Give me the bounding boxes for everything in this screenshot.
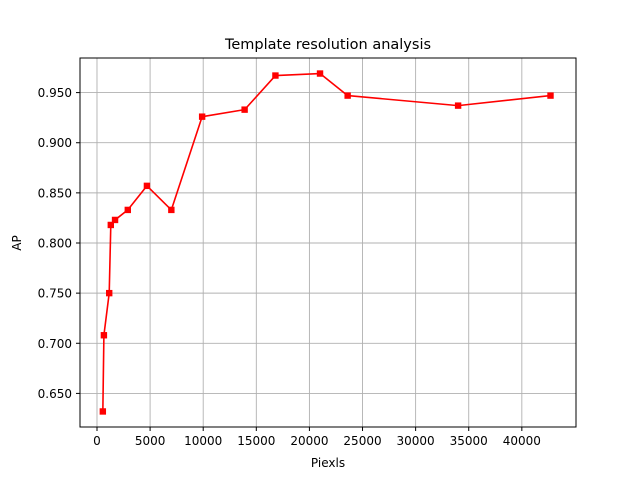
chart-title: Template resolution analysis (224, 37, 431, 53)
data-point (198, 113, 206, 120)
data-point (111, 216, 119, 224)
y-tick-label: 0.700 (38, 337, 72, 351)
data-point (344, 92, 351, 99)
axis-ticks: 0 5000 10000 15000 20000 25000 30000 35000 40000… (38, 86, 541, 448)
data-point (99, 408, 107, 415)
series-layer (99, 70, 554, 415)
data-point (168, 206, 175, 214)
data-point (272, 72, 279, 79)
grid-lines (80, 58, 576, 427)
x-tick-label: 25000 (343, 434, 381, 448)
data-point (143, 182, 151, 190)
series-line (102, 72, 551, 412)
x-tick-label: 30000 (397, 434, 435, 448)
x-tick-label: 10000 (184, 434, 222, 448)
y-tick-label: 0.950 (38, 86, 72, 100)
x-tick-label: 40000 (503, 434, 541, 448)
y-tick-label: 0.850 (38, 186, 72, 200)
data-point (316, 70, 324, 77)
data-point (547, 92, 554, 99)
data-point (107, 221, 115, 229)
data-point (106, 289, 113, 297)
x-tick-label: 20000 (290, 434, 328, 448)
y-tick-label: 0.750 (38, 287, 72, 301)
x-axis-label: Piexls (311, 456, 345, 470)
data-point (100, 332, 108, 339)
x-tick-label: 5000 (135, 434, 166, 448)
y-tick-label: 0.900 (38, 136, 72, 150)
y-axis-label: AP (10, 235, 24, 250)
series-line-0 (99, 70, 554, 415)
data-point (454, 102, 462, 109)
y-tick-label: 0.650 (38, 387, 72, 401)
x-tick-label: 0 (93, 434, 101, 448)
plot-frame (79, 57, 577, 428)
y-tick-label: 0.800 (38, 237, 72, 251)
data-point (241, 106, 248, 113)
x-tick-label: 35000 (450, 434, 488, 448)
data-point (124, 206, 131, 214)
x-tick-label: 15000 (237, 434, 275, 448)
